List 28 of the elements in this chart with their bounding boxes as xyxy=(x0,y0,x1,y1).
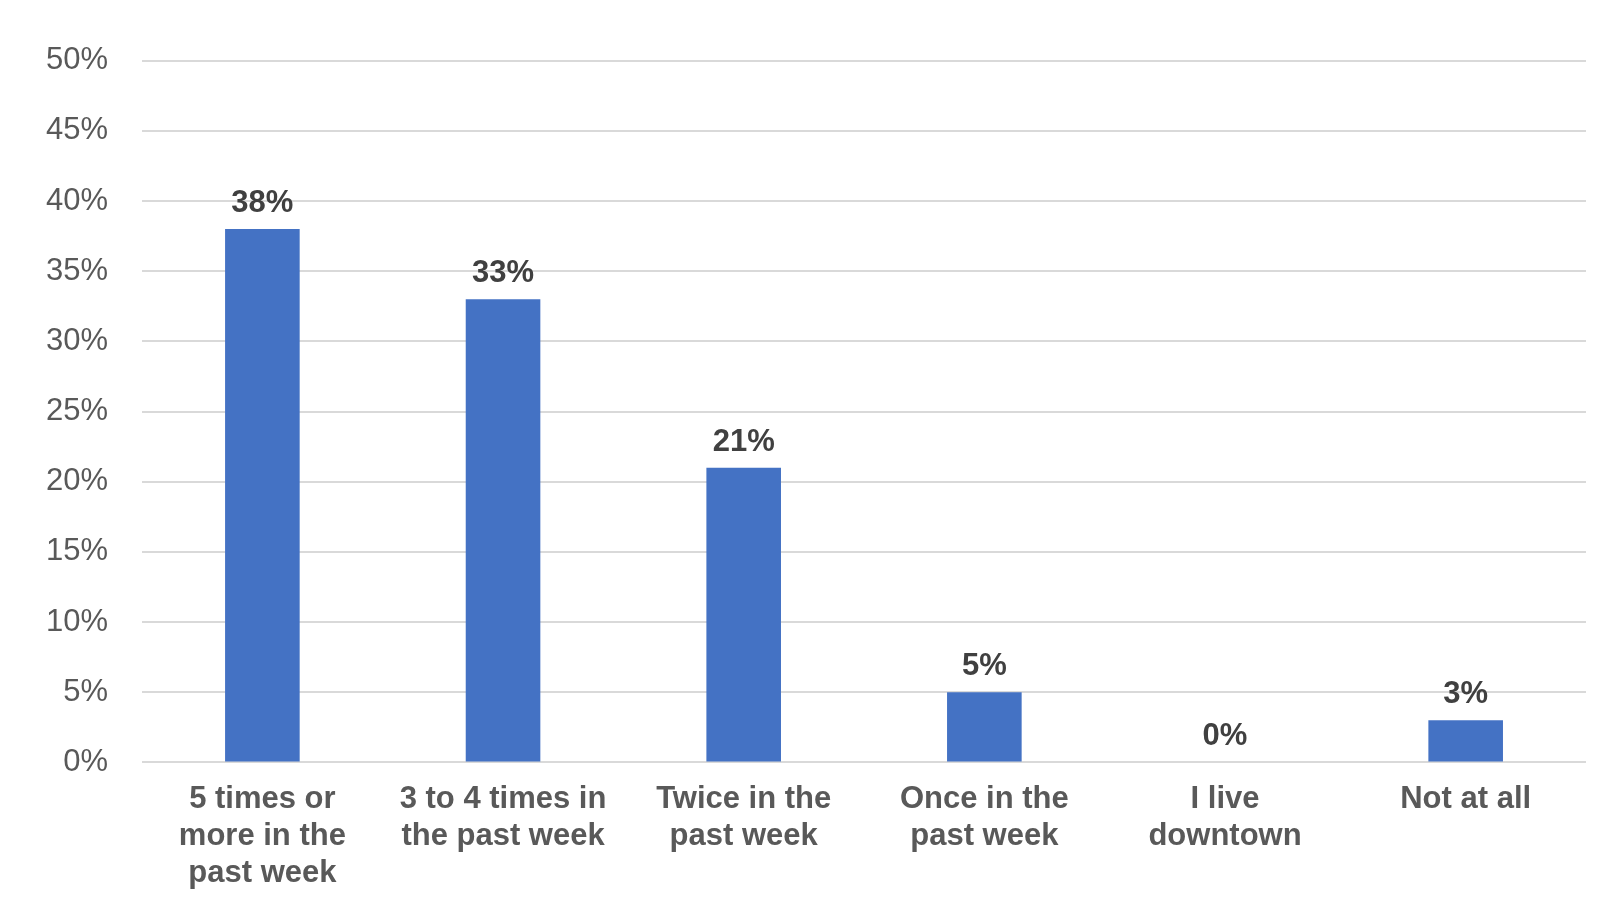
data-label: 38% xyxy=(231,184,294,220)
bar xyxy=(1428,720,1503,762)
x-tick-label: 3 to 4 times in the past week xyxy=(399,779,607,852)
y-tick-label: 40% xyxy=(46,181,109,217)
x-tick-label: I live downtown xyxy=(1148,779,1302,852)
x-tick-label: 5 times or more in the past week xyxy=(178,779,346,889)
y-tick-label: 45% xyxy=(46,111,109,147)
y-tick-label: 10% xyxy=(46,602,109,638)
bar xyxy=(706,467,781,762)
x-tick-label: Not at all xyxy=(1400,779,1532,815)
y-tick-label: 35% xyxy=(46,251,109,287)
data-label: 0% xyxy=(1202,717,1248,753)
bar xyxy=(465,299,541,762)
y-tick-label: 20% xyxy=(46,462,109,498)
data-label: 21% xyxy=(712,422,775,458)
bar xyxy=(947,692,1022,762)
bar xyxy=(225,229,300,762)
y-tick-label: 50% xyxy=(46,41,109,77)
x-tick-label: Once in the past week xyxy=(899,779,1069,852)
y-tick-label: 0% xyxy=(63,742,109,778)
data-label: 33% xyxy=(472,254,535,290)
x-tick-label: Twice in the past week xyxy=(656,779,832,852)
y-tick-label: 15% xyxy=(46,532,109,568)
y-tick-label: 5% xyxy=(63,672,109,708)
data-label: 5% xyxy=(961,647,1007,683)
y-tick-label: 30% xyxy=(46,321,109,357)
data-label: 3% xyxy=(1443,675,1489,711)
y-tick-label: 25% xyxy=(46,392,109,428)
